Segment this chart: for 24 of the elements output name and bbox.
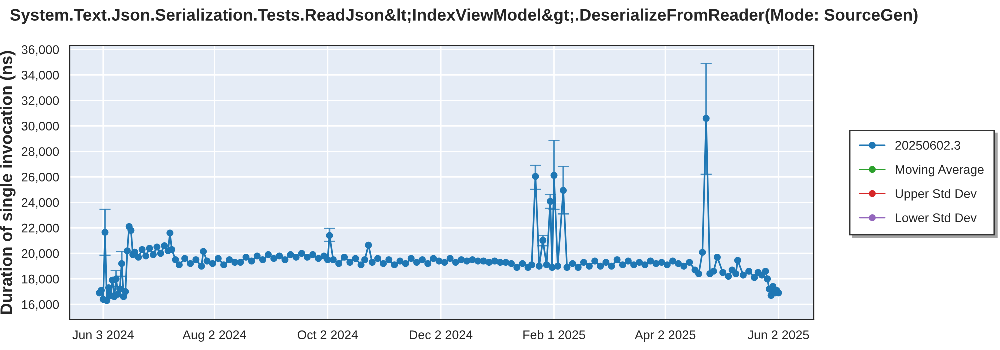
y-tick-label: 18,000 [22, 274, 60, 286]
y-tick-label: 32,000 [22, 96, 60, 107]
legend-label: Upper Std Dev [896, 189, 977, 201]
y-axis-title: Duration of single invocation (ns) [0, 51, 16, 314]
legend-label: Lower Std Dev [896, 213, 977, 222]
x-tick-label: Dec 2 2024 [410, 330, 473, 340]
x-tick-label: Apr 2 2025 [635, 330, 696, 342]
y-tick-label: 16,000 [22, 300, 60, 311]
y-tick-label: 20,000 [22, 249, 60, 260]
legend-label: Moving Average [896, 164, 984, 177]
y-tick-label: 22,000 [22, 224, 60, 234]
x-tick-label: Jun 2 2025 [748, 330, 810, 340]
y-tick-label: 26,000 [22, 172, 60, 184]
x-tick-label: Feb 1 2025 [524, 330, 586, 340]
x-tick-label: Jun 3 2024 [72, 330, 134, 340]
x-tick-label: Oct 2 2024 [298, 330, 358, 340]
y-tick-label: 28,000 [22, 147, 60, 158]
y-tick-label: 34,000 [22, 70, 60, 82]
legend-label: 20250602.3 [896, 141, 960, 150]
y-tick-label: 30,000 [22, 122, 60, 132]
y-tick-label: 36,000 [22, 45, 60, 56]
chart-title: System.Text.Json.Serialization.Tests.ReadJson&lt;IndexViewModel&gt;.DeserializeFromReader(Mode: SourceGen) [10, 8, 918, 24]
x-tick-label: Aug 2 2024 [182, 330, 246, 342]
y-tick-label: 24,000 [22, 198, 60, 209]
